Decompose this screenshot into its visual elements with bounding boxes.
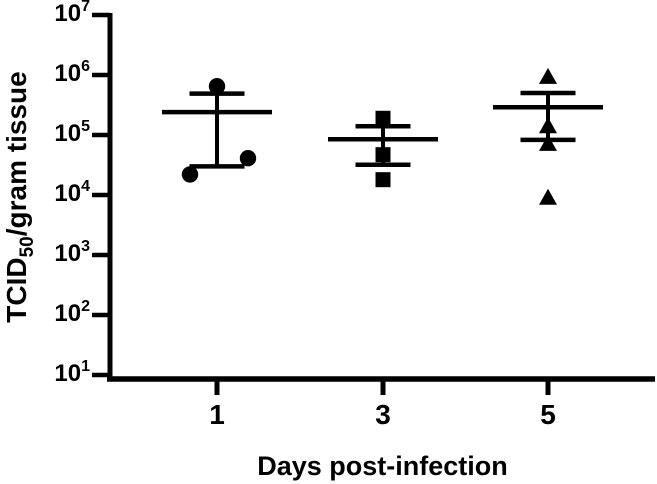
data-point-circle xyxy=(181,166,199,183)
y-axis-title-suffix: /gram tissue xyxy=(1,71,33,237)
x-axis-title: Days post-infection xyxy=(257,451,508,481)
y-axis-title-subscript: 50 xyxy=(16,236,38,258)
y-tick-label: 105 xyxy=(54,118,90,147)
y-tick-label: 106 xyxy=(54,58,90,87)
y-tick-label: 107 xyxy=(54,0,90,27)
data-point-circle xyxy=(239,150,257,167)
x-tick-label: 5 xyxy=(540,399,556,430)
y-tick-label: 102 xyxy=(54,298,90,327)
y-axis-title: TCID50/gram tissue xyxy=(1,71,39,322)
y-axis-title-prefix: TCID xyxy=(1,257,33,323)
y-tick-label: 101 xyxy=(54,358,90,387)
y-tick-label: 104 xyxy=(54,178,90,207)
data-point-square xyxy=(375,147,391,163)
data-point-circle xyxy=(208,78,226,95)
data-point-triangle xyxy=(539,67,557,84)
data-point-square xyxy=(375,172,391,188)
data-point-square xyxy=(375,110,391,126)
data-point-triangle xyxy=(539,117,557,134)
y-tick-label: 103 xyxy=(54,238,90,267)
data-point-triangle xyxy=(539,188,557,205)
data-point-triangle xyxy=(539,134,557,151)
x-tick-label: 3 xyxy=(375,399,391,430)
x-tick-label: 1 xyxy=(209,399,225,430)
